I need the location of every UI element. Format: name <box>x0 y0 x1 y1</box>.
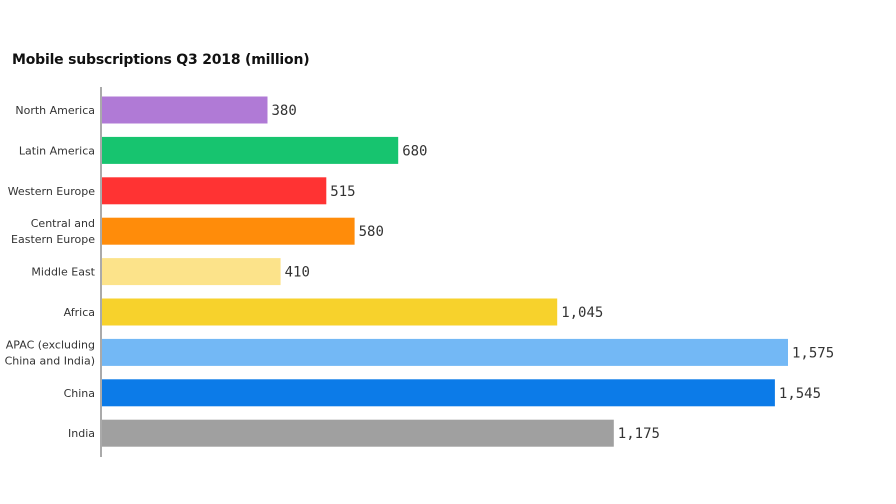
value-label: 515 <box>330 184 355 200</box>
category-label-line: Eastern Europe <box>11 233 95 246</box>
category-label: Central and Eastern Europe <box>11 217 95 246</box>
category-label: Africa <box>64 306 95 319</box>
value-label: 1,545 <box>779 386 821 402</box>
bar <box>102 217 355 245</box>
category-label: Latin America <box>19 144 95 157</box>
category-label-line: North America <box>15 104 95 117</box>
category-label: Middle East <box>31 266 95 279</box>
value-label: 1,175 <box>618 426 660 442</box>
bar <box>102 379 775 407</box>
bar <box>102 258 281 286</box>
category-label-line: Western Europe <box>8 185 96 198</box>
bar <box>102 177 327 205</box>
value-label: 410 <box>285 265 310 281</box>
bars-layer: 380 North America 680 Latin America 515 Weste… <box>5 96 834 447</box>
category-label-line: China <box>64 387 95 400</box>
chart-title: Mobile subscriptions Q3 2018 (million) <box>12 52 310 68</box>
category-label-line: Africa <box>64 306 95 319</box>
category-label: China <box>64 387 95 400</box>
value-label: 1,575 <box>792 345 834 361</box>
category-label: India <box>68 427 95 440</box>
category-label-line: India <box>68 427 95 440</box>
value-label: 580 <box>359 224 384 240</box>
value-label: 380 <box>272 103 297 119</box>
category-label-line: APAC (excluding <box>6 338 95 351</box>
category-label-line: China and India) <box>5 354 95 367</box>
category-label-line: Latin America <box>19 144 95 157</box>
bar <box>102 338 788 366</box>
category-label: North America <box>15 104 95 117</box>
bar <box>102 96 268 124</box>
category-label: APAC (excluding China and India) <box>5 338 95 367</box>
category-label-line: Middle East <box>31 266 95 279</box>
bar <box>102 298 558 326</box>
bar <box>102 136 399 164</box>
category-label: Western Europe <box>8 185 96 198</box>
value-label: 680 <box>402 143 427 159</box>
category-label-line: Central and <box>31 217 95 230</box>
bar <box>102 419 614 447</box>
value-label: 1,045 <box>561 305 603 321</box>
